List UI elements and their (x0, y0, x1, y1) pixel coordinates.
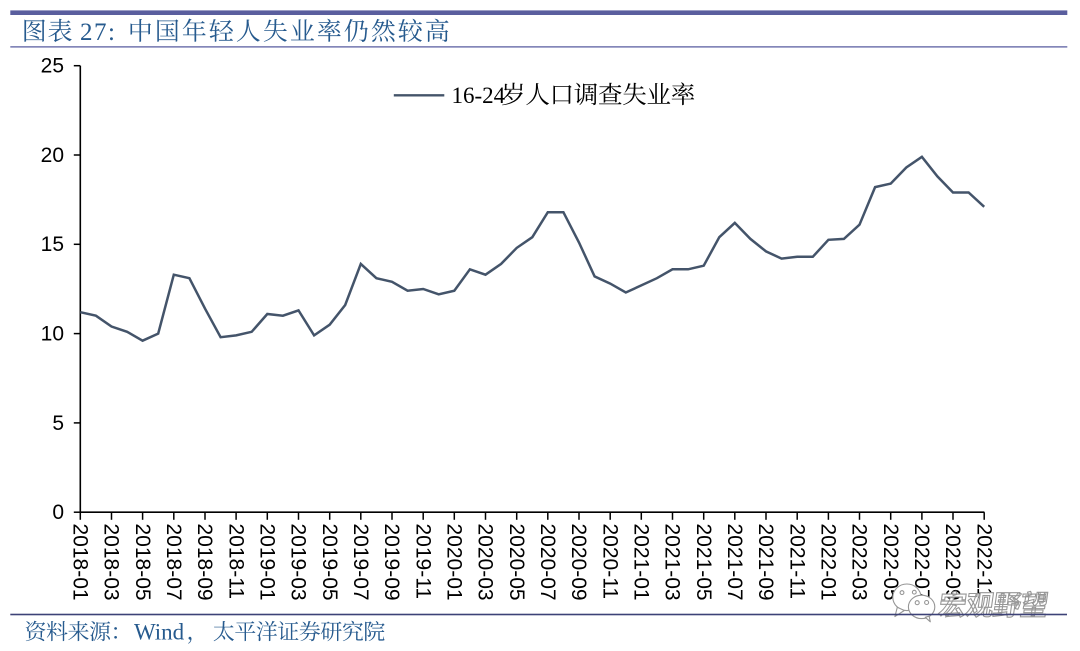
svg-text:2020-03: 2020-03 (474, 524, 497, 601)
svg-text:20: 20 (41, 144, 64, 167)
svg-text:2021-05: 2021-05 (692, 524, 715, 601)
svg-text:2022-07: 2022-07 (910, 524, 933, 601)
svg-text:25: 25 (41, 55, 64, 78)
svg-text:2021-01: 2021-01 (630, 524, 653, 601)
svg-text:Wind: Wind (134, 619, 185, 644)
svg-text:2022-01: 2022-01 (817, 524, 840, 601)
svg-text:2022-09: 2022-09 (941, 524, 964, 601)
svg-text:2018-03: 2018-03 (100, 524, 123, 601)
svg-text:2021-11: 2021-11 (785, 524, 808, 600)
svg-text:2019-09: 2019-09 (380, 524, 403, 601)
svg-text:5: 5 (52, 412, 64, 435)
svg-text:2020-11: 2020-11 (598, 524, 621, 600)
svg-text:2020-05: 2020-05 (505, 524, 528, 601)
svg-text:2019-03: 2019-03 (287, 524, 310, 601)
svg-text:2018-11: 2018-11 (224, 524, 247, 600)
svg-text:10: 10 (41, 323, 64, 346)
svg-text:2021-09: 2021-09 (754, 524, 777, 601)
svg-text:2019-11: 2019-11 (411, 524, 434, 600)
svg-text:15: 15 (41, 233, 64, 256)
svg-text:2020-09: 2020-09 (567, 524, 590, 601)
svg-text:2021-07: 2021-07 (723, 524, 746, 601)
svg-text:0: 0 (52, 501, 64, 524)
svg-text:2022-03: 2022-03 (848, 524, 871, 601)
svg-text:27:: 27: (80, 19, 116, 46)
svg-text:2018-07: 2018-07 (162, 524, 185, 601)
svg-text:2022-05: 2022-05 (879, 524, 902, 601)
svg-text:2019-05: 2019-05 (318, 524, 341, 601)
svg-text:2019-07: 2019-07 (349, 524, 372, 601)
svg-text:2022-11: 2022-11 (972, 524, 995, 600)
svg-text:2018-01: 2018-01 (69, 524, 92, 601)
svg-text:2021-03: 2021-03 (661, 524, 684, 601)
svg-text:2020-01: 2020-01 (443, 524, 466, 601)
svg-text:2018-05: 2018-05 (131, 524, 154, 601)
svg-text:2019-01: 2019-01 (256, 524, 279, 601)
svg-text:2018-09: 2018-09 (193, 524, 216, 601)
svg-text:16-24: 16-24 (452, 83, 506, 108)
svg-text:2020-07: 2020-07 (536, 524, 559, 601)
